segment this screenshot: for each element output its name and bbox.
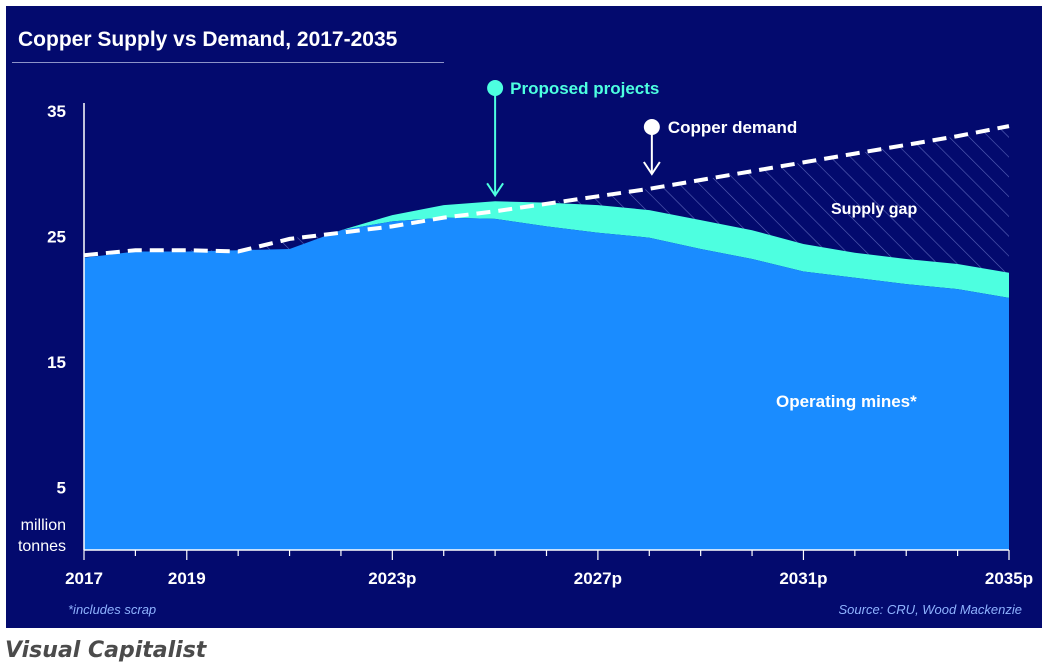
y-tick-label: 15 [47, 353, 66, 372]
x-tick-label: 2027p [574, 569, 622, 588]
chart-title: Copper Supply vs Demand, 2017-2035 [18, 28, 398, 51]
brand-logo-text: Visual Capitalist [5, 638, 207, 663]
x-tick-label: 2023p [368, 569, 416, 588]
operating-mines-label: Operating mines* [776, 392, 917, 411]
x-tick-label: 2031p [779, 569, 827, 588]
y-tick-label: 5 [57, 478, 66, 497]
copper-demand-label: Copper demand [668, 118, 797, 137]
copper-demand-line [83, 124, 1010, 258]
proposed-projects-marker [487, 80, 504, 96]
y-axis-label-line2: tonnes [18, 538, 66, 555]
copper-demand-marker [643, 119, 660, 135]
chart: 2017 2019 2023p 2027p 2031p 2035p 5 15 25 35 Prop… [18, 79, 1033, 588]
footnote: *includes scrap [68, 602, 157, 617]
supply-gap-label: Supply gap [831, 201, 917, 218]
y-axis-label-line1: million [21, 517, 66, 534]
operating-mines-area [84, 217, 1009, 550]
chart-panel: Copper Supply vs Demand, 2017-2035 2017 2… [6, 6, 1042, 628]
proposed-projects-label: Proposed projects [510, 79, 659, 98]
proposed-projects-area [84, 201, 1009, 298]
x-tick-label: 2035p [985, 569, 1033, 588]
y-tick-label: 35 [47, 102, 66, 121]
y-tick-label: 25 [47, 227, 66, 246]
proposed-projects-arrowhead [486, 182, 504, 198]
source-note: Source: CRU, Wood Mackenzie [838, 602, 1022, 617]
x-tick-label: 2019 [168, 569, 206, 588]
title-underline [12, 62, 444, 63]
x-tick-label: 2017 [65, 569, 103, 588]
copper-demand-arrowhead [643, 161, 661, 176]
